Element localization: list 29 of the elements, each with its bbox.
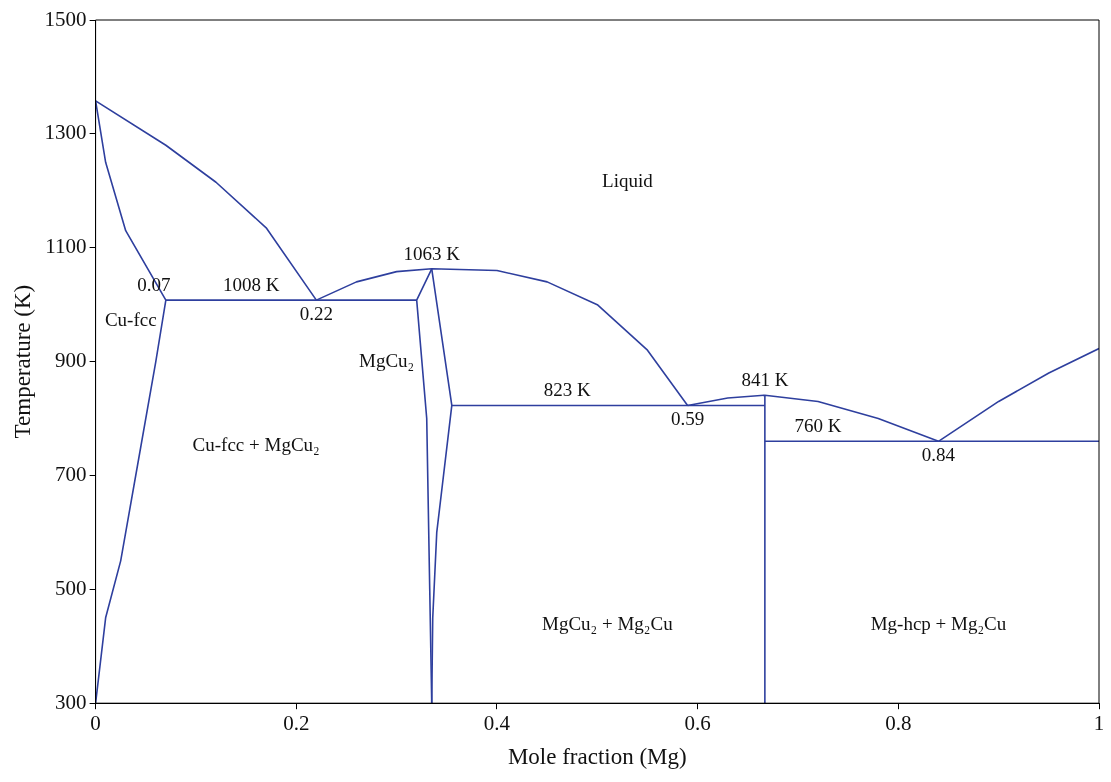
- x-tick-label: 0.6: [684, 711, 711, 736]
- y-tick-label: 700: [55, 461, 87, 486]
- x-axis-title: Mole fraction (Mg): [507, 744, 687, 770]
- annotation: Mg-hcp + Mg₂Cu: [870, 612, 1007, 634]
- annotation: 0.84: [921, 444, 956, 466]
- annotation: Cu-fcc: [104, 308, 157, 330]
- x-tick-label: 1: [1093, 711, 1105, 736]
- annotation: 0.59: [670, 408, 705, 430]
- annotation: 1008 K: [222, 274, 280, 296]
- y-tick-label: 1100: [45, 234, 87, 259]
- annotation: 0.22: [299, 303, 333, 325]
- annotation: 760 K: [794, 415, 842, 437]
- annotation: MgCu₂ + Mg₂Cu: [542, 612, 674, 634]
- annotation: MgCu₂: [358, 349, 415, 371]
- y-tick-label: 900: [55, 348, 87, 373]
- annotation: Cu-fcc + MgCu₂: [192, 434, 320, 456]
- annotation: Liquid: [602, 169, 654, 191]
- y-tick-label: 300: [55, 689, 87, 714]
- annotation: 823 K: [543, 379, 591, 401]
- annotation: 1063 K: [403, 242, 461, 264]
- x-tick-label: 0: [90, 711, 101, 736]
- y-tick-label: 1500: [44, 6, 87, 31]
- y-tick-label: 500: [55, 575, 87, 600]
- y-axis-title: Temperature (K): [9, 284, 35, 439]
- x-tick-label: 0.4: [483, 711, 511, 736]
- y-tick-label: 1300: [44, 120, 87, 145]
- annotation: 841 K: [741, 369, 789, 391]
- x-tick-label: 0.2: [283, 711, 310, 736]
- x-tick-label: 0.8: [885, 711, 912, 736]
